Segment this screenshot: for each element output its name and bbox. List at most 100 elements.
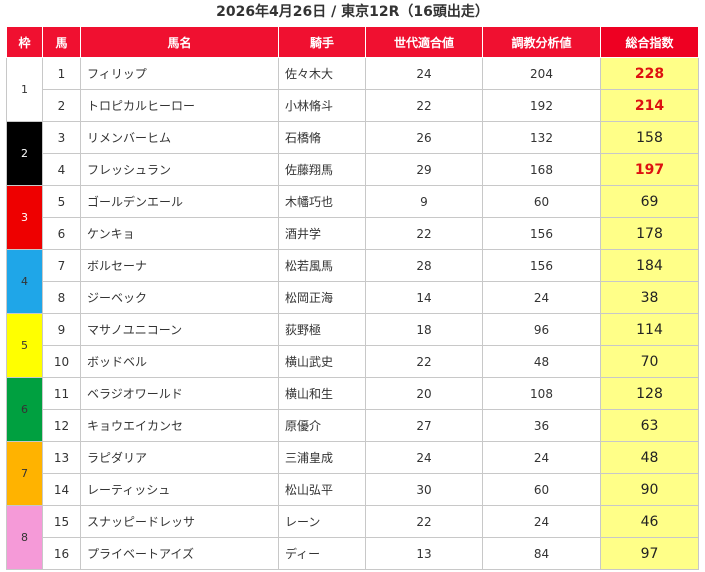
horse-number-cell: 11: [42, 377, 81, 410]
header-name: 馬名: [80, 26, 279, 58]
horse-name-cell: ラピダリア: [80, 441, 279, 474]
waku-cell: 8: [6, 505, 43, 570]
jockey-cell: 小林脩斗: [278, 89, 366, 122]
total-index-cell: 158: [600, 121, 699, 154]
chokyo-value-cell: 108: [482, 377, 601, 410]
chokyo-value-cell: 84: [482, 537, 601, 570]
total-index-cell: 90: [600, 473, 699, 506]
horse-name-cell: マサノユニコーン: [80, 313, 279, 346]
horse-number-cell: 9: [42, 313, 81, 346]
table-row: 2 トロピカルヒーロー 小林脩斗 22 192 214: [7, 89, 699, 122]
waku-cell: 5: [6, 313, 43, 378]
horse-name-cell: スナッピードレッサ: [80, 505, 279, 538]
header-sedai: 世代適合値: [365, 26, 483, 58]
total-index-cell: 70: [600, 345, 699, 378]
table-row: 4 フレッシュラン 佐藤翔馬 29 168 197: [7, 153, 699, 186]
total-index-cell: 63: [600, 409, 699, 442]
horse-number-cell: 3: [42, 121, 81, 154]
page-title: 2026年4月26日 / 東京12R（16頭出走）: [216, 4, 489, 20]
table-row: 6 11 ベラジオワールド 横山和生 20 108 128: [6, 377, 699, 442]
jockey-cell: 酒井学: [278, 217, 366, 250]
total-index-cell: 214: [600, 89, 699, 122]
chokyo-value-cell: 24: [482, 281, 601, 314]
horse-number-cell: 6: [42, 217, 81, 250]
header-uma: 馬: [42, 26, 81, 58]
sedai-value-cell: 24: [365, 441, 483, 474]
horse-name-cell: ボッドベル: [80, 345, 279, 378]
horse-number-cell: 14: [42, 473, 81, 506]
horse-name-cell: フレッシュラン: [80, 153, 279, 186]
jockey-cell: 原優介: [278, 409, 366, 442]
waku-cell: 6: [6, 377, 43, 442]
horse-name-cell: フィリップ: [80, 57, 279, 90]
table-row: 8 ジーベック 松岡正海 14 24 38: [7, 281, 699, 314]
chokyo-value-cell: 204: [482, 57, 601, 90]
chokyo-value-cell: 156: [482, 249, 601, 282]
waku-cell: 3: [6, 185, 43, 250]
chokyo-value-cell: 192: [482, 89, 601, 122]
total-index-cell: 178: [600, 217, 699, 250]
table-body: 1 1 フィリップ 佐々木大 24 204 228 2 トロピカルヒーロー 小林脩斗 22 192 21…: [6, 57, 699, 570]
total-index-cell: 69: [600, 185, 699, 218]
chokyo-value-cell: 168: [482, 153, 601, 186]
sedai-value-cell: 27: [365, 409, 483, 442]
horse-name-cell: リメンバーヒム: [80, 121, 279, 154]
horse-number-cell: 1: [42, 57, 81, 90]
table-row: 8 15 スナッピードレッサ レーン 22 24 46: [6, 505, 699, 570]
jockey-cell: 荻野極: [278, 313, 366, 346]
total-index-cell: 46: [600, 505, 699, 538]
total-index-cell: 48: [600, 441, 699, 474]
horse-name-cell: キョウエイカンセ: [80, 409, 279, 442]
sedai-value-cell: 14: [365, 281, 483, 314]
jockey-cell: 佐藤翔馬: [278, 153, 366, 186]
chokyo-value-cell: 60: [482, 473, 601, 506]
sedai-value-cell: 22: [365, 505, 483, 538]
jockey-cell: レーン: [278, 505, 366, 538]
total-index-cell: 114: [600, 313, 699, 346]
table-row: 3 5 ゴールデンエール 木幡巧也 9 60 69: [6, 185, 699, 250]
horse-number-cell: 10: [42, 345, 81, 378]
jockey-cell: ディー: [278, 537, 366, 570]
sedai-value-cell: 22: [365, 217, 483, 250]
horse-number-cell: 13: [42, 441, 81, 474]
jockey-cell: 木幡巧也: [278, 185, 366, 218]
horse-number-cell: 5: [42, 185, 81, 218]
jockey-cell: 三浦皇成: [278, 441, 366, 474]
race-index-table: 枠 馬 馬名 騎手 世代適合値 調教分析値 総合指数 1 1 フィリップ 佐々木大 24…: [6, 26, 699, 570]
header-total: 総合指数: [600, 26, 699, 58]
table-row: 10 ボッドベル 横山武史 22 48 70: [7, 345, 699, 378]
total-index-cell: 228: [600, 57, 699, 90]
jockey-cell: 石橋脩: [278, 121, 366, 154]
chokyo-value-cell: 24: [482, 441, 601, 474]
waku-cell: 4: [6, 249, 43, 314]
header-waku: 枠: [6, 26, 43, 58]
sedai-value-cell: 22: [365, 89, 483, 122]
table-row: 1 1 フィリップ 佐々木大 24 204 228: [6, 57, 699, 122]
table-row: 6 ケンキョ 酒井学 22 156 178: [7, 217, 699, 250]
horse-name-cell: ベラジオワールド: [80, 377, 279, 410]
table-row: 16 プライベートアイズ ディー 13 84 97: [7, 537, 699, 570]
total-index-cell: 197: [600, 153, 699, 186]
horse-name-cell: プライベートアイズ: [80, 537, 279, 570]
sedai-value-cell: 28: [365, 249, 483, 282]
waku-cell: 7: [6, 441, 43, 506]
horse-number-cell: 4: [42, 153, 81, 186]
table-row: 14 レーティッシュ 松山弘平 30 60 90: [7, 473, 699, 506]
horse-number-cell: 16: [42, 537, 81, 570]
horse-number-cell: 15: [42, 505, 81, 538]
total-index-cell: 184: [600, 249, 699, 282]
header-jockey: 騎手: [278, 26, 366, 58]
sedai-value-cell: 29: [365, 153, 483, 186]
chokyo-value-cell: 156: [482, 217, 601, 250]
horse-number-cell: 12: [42, 409, 81, 442]
jockey-cell: 横山和生: [278, 377, 366, 410]
horse-number-cell: 8: [42, 281, 81, 314]
waku-cell: 2: [6, 121, 43, 186]
table-row: 5 9 マサノユニコーン 荻野極 18 96 114: [6, 313, 699, 378]
total-index-cell: 128: [600, 377, 699, 410]
sedai-value-cell: 22: [365, 345, 483, 378]
sedai-value-cell: 13: [365, 537, 483, 570]
horse-number-cell: 7: [42, 249, 81, 282]
table-row: 7 13 ラピダリア 三浦皇成 24 24 48: [6, 441, 699, 506]
chokyo-value-cell: 60: [482, 185, 601, 218]
